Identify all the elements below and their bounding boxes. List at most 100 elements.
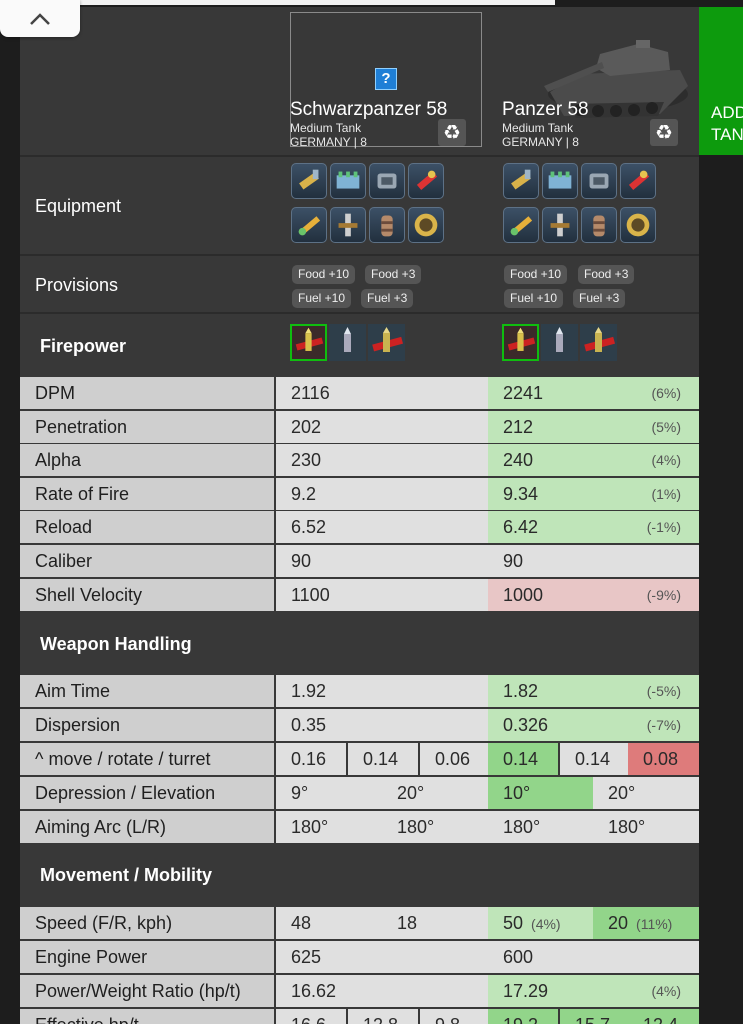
stat-value: 9.34 (1%) [488,477,699,510]
stat-value: 2241 (6%) [488,377,699,409]
add-tank-button[interactable]: ADD TANK [699,7,743,155]
provision-tag[interactable]: Food +3 [365,265,422,284]
stat-label: Power/Weight Ratio (hp/t) [20,975,274,1007]
recycle-icon: ♻ [655,122,673,144]
equipment-icon [589,173,609,189]
equipment-slot[interactable] [542,163,578,199]
stat-value: 0.16 [276,743,346,775]
stat-value: 50 (4%) [488,907,593,939]
separator [20,155,699,157]
equipment-icon [377,173,397,189]
equipment-icon [298,216,321,236]
provision-tag[interactable]: Fuel +10 [504,289,564,308]
stat-value: 16.6 [276,1009,346,1024]
stat-value: 12.4 [628,1009,699,1024]
stat-label: Speed (F/R, kph) [20,907,274,939]
table-row: Engine Power 625 600 [20,941,699,973]
stat-label: Shell Velocity [20,578,274,611]
tank-1-reset-button[interactable]: ♻ [438,119,466,146]
ammo-slot[interactable] [290,324,327,361]
equipment-icon [299,169,319,190]
movement-title: Movement / Mobility [40,865,213,885]
equipment-slot[interactable] [291,163,327,199]
equipment-slot[interactable] [408,207,444,243]
equipment-slot[interactable] [291,207,327,243]
equipment-label: Equipment [35,196,122,216]
equipment-slot[interactable] [503,207,539,243]
table-row: Depression / Elevation 9° 20° 10° 20° [20,777,699,809]
stat-value: 0.326 (-7%) [488,709,699,741]
ammo-slot[interactable] [368,324,405,361]
stat-value: 12.8 [348,1009,418,1024]
equipment-slot[interactable] [330,207,366,243]
equipment-icon [511,169,531,190]
equipment-slot[interactable] [503,163,539,199]
equipment-slot[interactable] [369,163,405,199]
equipment-slot[interactable] [330,163,366,199]
stat-value: 0.06 [420,743,488,775]
ammo-slot[interactable] [541,324,578,361]
equipment-slot[interactable] [581,207,617,243]
stat-value: 17.29 (4%) [488,975,699,1007]
stat-value: 1100 [276,578,488,611]
separator [20,254,699,256]
stat-value: 6.52 [276,511,488,544]
equipment-slot[interactable] [620,163,656,199]
tank-2-reset-button[interactable]: ♻ [650,119,678,146]
equipment-icon [381,215,393,237]
tank-2-type: Medium Tank [502,121,574,135]
table-row: Speed (F/R, kph) 48 18 50 (4%) 20 (11%) [20,907,699,939]
table-row: Penetration 202 212 (5%) [20,410,699,443]
provision-tag[interactable]: Fuel +3 [573,289,626,308]
provision-tag[interactable]: Food +10 [504,265,568,284]
equipment-icon [548,171,572,189]
stat-label: DPM [20,377,274,409]
stat-value: 48 [276,907,382,939]
stat-value: 1.82 (-5%) [488,675,699,707]
table-row: Caliber 90 90 [20,545,699,577]
equipment-icon [626,213,650,237]
stat-label: Aim Time [20,675,274,707]
provision-tag[interactable]: Fuel +10 [292,289,352,308]
collapse-button[interactable] [0,0,80,37]
stat-value: 10° [488,777,593,809]
equipment-icon [550,213,570,237]
tank-2-name: Panzer 58 [502,99,589,120]
stat-value: 230 [276,444,488,477]
equipment-slot[interactable] [620,207,656,243]
ammo-slot[interactable] [502,324,539,361]
table-row: Alpha 230 240 (4%) [20,444,699,477]
chevron-up-icon [30,12,50,25]
tank-2-nation-tier: GERMANY | 8 [502,135,579,149]
ammo-slot[interactable] [329,324,366,361]
stat-value: 0.14 [560,743,628,775]
equipment-slot[interactable] [542,207,578,243]
stat-value: 18 [382,907,488,939]
stat-value: 90 [488,545,699,577]
question-icon: ? [375,68,397,90]
stat-value: 202 [276,410,488,443]
table-row: Shell Velocity 1100 1000 (-9%) [20,578,699,611]
stat-label: Depression / Elevation [20,777,274,809]
equipment-icon [336,171,360,189]
top-strip [0,0,555,5]
tank-1-name: Schwarzpanzer 58 [290,99,448,120]
stat-label: Reload [20,511,274,544]
ammo-slot[interactable] [580,324,617,361]
equipment-slot[interactable] [581,163,617,199]
stat-label: Aiming Arc (L/R) [20,811,274,843]
table-row: Dispersion 0.35 0.326 (-7%) [20,709,699,741]
provision-tag[interactable]: Food +3 [578,265,635,284]
provision-tag[interactable]: Food +10 [292,265,356,284]
tank-slot-1[interactable] [290,12,482,147]
stat-value: 0.14 [488,743,558,775]
shell-icon [295,327,324,351]
equipment-slot[interactable] [369,207,405,243]
stat-value: 625 [276,941,488,973]
provision-tag[interactable]: Fuel +3 [361,289,414,308]
stat-value: 0.08 [628,743,699,775]
recycle-icon: ♻ [443,122,461,144]
stat-value: 180° [488,811,593,843]
equipment-icon [510,216,533,236]
equipment-slot[interactable] [408,163,444,199]
